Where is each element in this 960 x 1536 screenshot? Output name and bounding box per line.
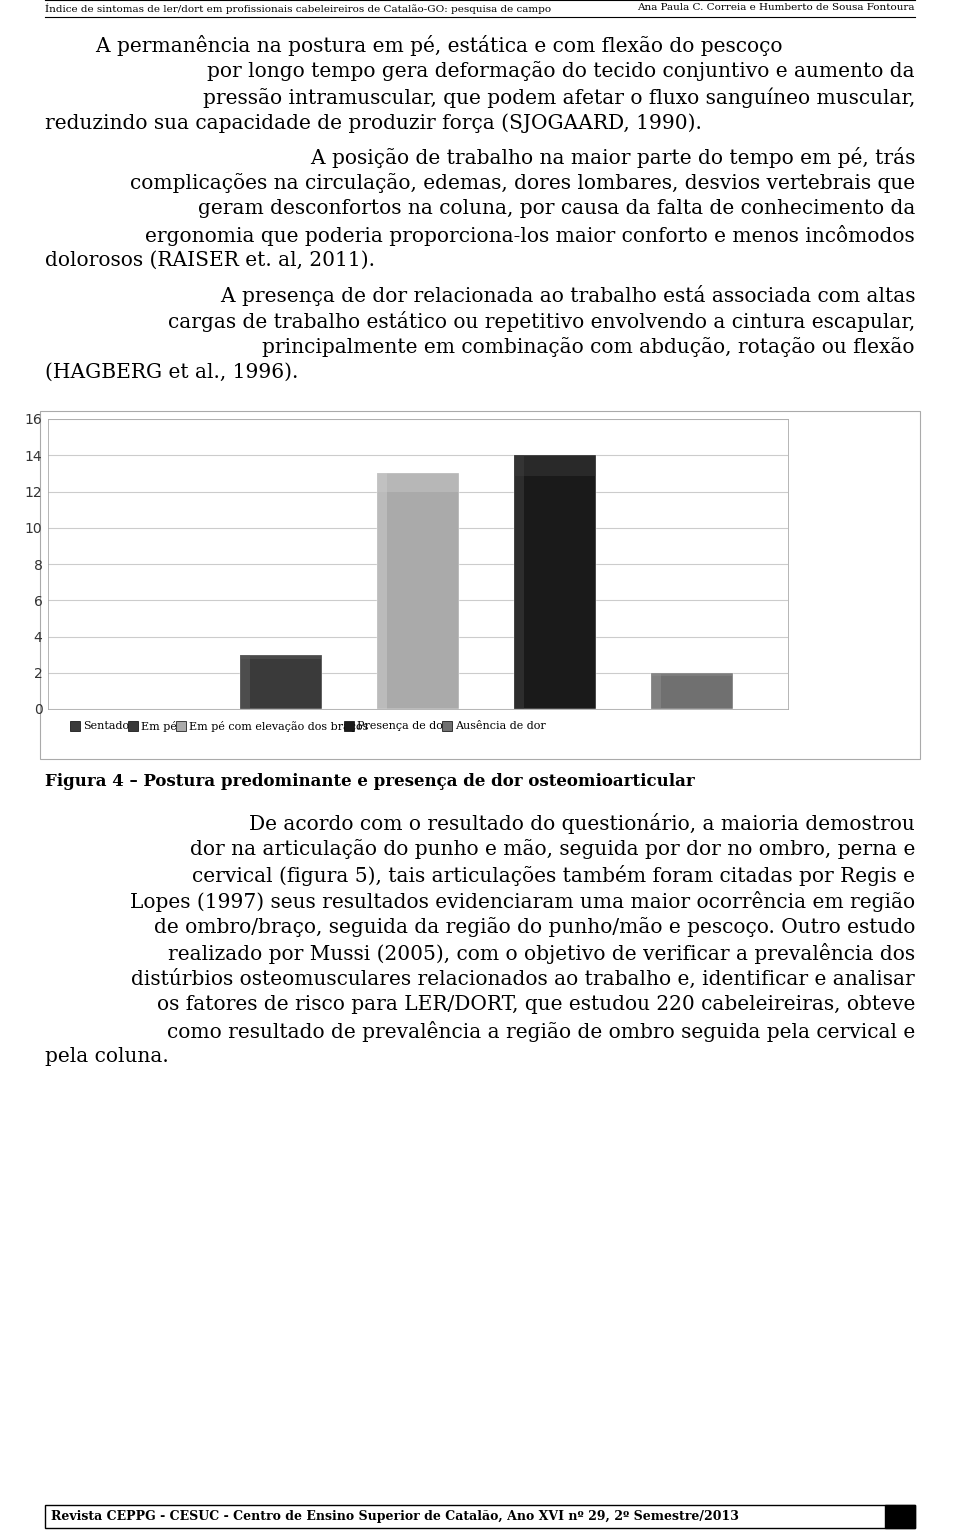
Text: reduzindo sua capacidade de produzir força (SJOGAARD, 1990).: reduzindo sua capacidade de produzir for… [45,114,702,132]
Text: por longo tempo gera deformação do tecido conjuntivo e aumento da: por longo tempo gera deformação do tecid… [207,61,915,81]
Bar [40,412,920,759]
Text: De acordo com o resultado do questionário, a maioria demostrou: De acordo com o resultado do questionári… [199,813,915,834]
Bar [885,1505,915,1528]
Text: distúrbios osteomusculares relacionados ao trabalho e, identificar e analisar: distúrbios osteomusculares relacionados … [132,969,915,989]
Text: cervical (figura 5), tais articulações também foram citadas por Regis e: cervical (figura 5), tais articulações t… [192,865,915,886]
Bar [651,673,660,710]
Bar [514,455,596,476]
Text: cargas de trabalho estático ou repetitivo envolvendo a cintura escapular,: cargas de trabalho estático ou repetitiv… [168,310,915,332]
Text: 77: 77 [890,1510,910,1524]
Text: realizado por Mussi (2005), com o objetivo de verificar a prevalência dos: realizado por Mussi (2005), com o objeti… [168,943,915,965]
Bar [240,654,250,710]
Text: geram desconfortos na coluna, por causa da falta de conhecimento da: geram desconfortos na coluna, por causa … [198,200,915,218]
Text: de ombro/braço, seguida da região do punho/mão e pescoço. Outro estudo: de ombro/braço, seguida da região do pun… [154,917,915,937]
Text: Revista CEPPG - CESUC - Centro de Ensino Superior de Catalão, Ano XVI nº 29, 2º : Revista CEPPG - CESUC - Centro de Ensino… [51,1510,739,1524]
Text: principalmente em combinação com abdução, rotação ou flexão: principalmente em combinação com abdução… [262,336,915,356]
Text: Presença de dor: Presença de dor [357,720,448,731]
Bar [240,654,322,710]
Text: ergonomia que poderia proporciona-los maior conforto e menos incômodos: ergonomia que poderia proporciona-los ma… [145,224,915,246]
Text: dolorosos (RAISER et. al, 2011).: dolorosos (RAISER et. al, 2011). [45,250,375,270]
Bar [128,720,138,731]
Text: Lopes (1997) seus resultados evidenciaram uma maior ocorrência em região: Lopes (1997) seus resultados evidenciara… [130,891,915,912]
Text: A posição de trabalho na maior parte do tempo em pé, trás: A posição de trabalho na maior parte do … [259,147,915,167]
Text: Figura 4 – Postura predominante e presença de dor osteomioarticular: Figura 4 – Postura predominante e presen… [45,773,695,790]
Text: os fatores de risco para LER/DORT, que estudou 220 cabeleireiras, obteve: os fatores de risco para LER/DORT, que e… [156,995,915,1014]
Text: complicações na circulação, edemas, dores lombares, desvios vertebrais que: complicações na circulação, edemas, dore… [130,174,915,194]
Text: Em pé com elevação dos braços: Em pé com elevação dos braços [189,720,369,731]
Bar [45,1505,915,1528]
Bar [651,673,733,676]
Bar [442,720,452,731]
Text: Índice de sintomas de ler/dort em profissionais cabeleireiros de Catalão-GO: pes: Índice de sintomas de ler/dort em profis… [45,3,551,14]
Text: Ausência de dor: Ausência de dor [455,720,545,731]
Text: pela coluna.: pela coluna. [45,1048,169,1066]
Bar [514,455,596,710]
Bar [377,473,459,492]
Bar [70,720,80,731]
Text: dor na articulação do punho e mão, seguida por dor no ombro, perna e: dor na articulação do punho e mão, segui… [190,839,915,859]
Text: A presença de dor relacionada ao trabalho está associada com altas: A presença de dor relacionada ao trabalh… [170,286,915,306]
Bar [344,720,354,731]
Text: A permanência na postura em pé, estática e com flexão do pescoço: A permanência na postura em pé, estática… [45,35,782,55]
Bar [240,654,322,659]
Text: como resultado de prevalência a região de ombro seguida pela cervical e: como resultado de prevalência a região d… [167,1021,915,1041]
Bar [651,673,733,710]
Text: pressão intramuscular, que podem afetar o fluxo sanguíneo muscular,: pressão intramuscular, que podem afetar … [203,88,915,108]
Text: Em pé: Em pé [141,720,177,731]
Bar [377,473,387,710]
Text: Ana Paula C. Correia e Humberto de Sousa Fontoura: Ana Paula C. Correia e Humberto de Sousa… [637,3,915,12]
Bar [514,455,524,710]
Text: Sentado: Sentado [83,720,130,731]
Text: (HAGBERG et al., 1996).: (HAGBERG et al., 1996). [45,362,299,382]
Bar [377,473,459,710]
Bar [176,720,186,731]
